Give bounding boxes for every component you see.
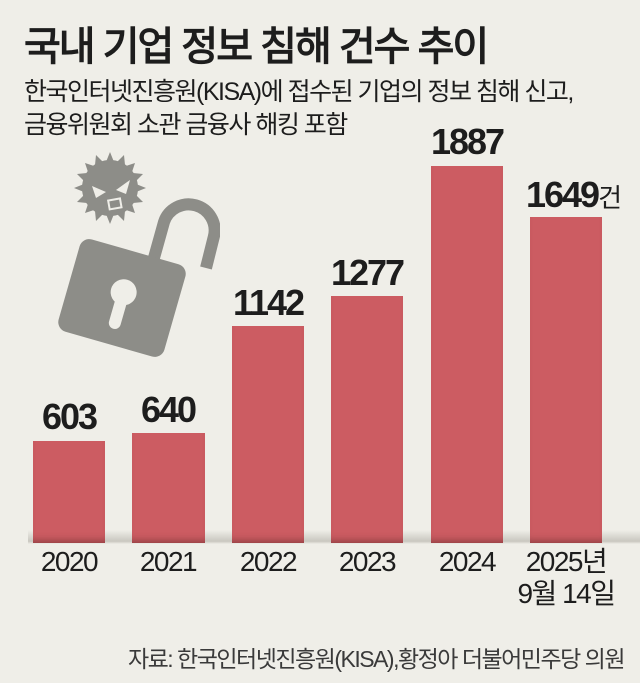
category-text: 2021: [139, 546, 198, 577]
shackle: [146, 198, 220, 270]
value-text: 1649: [525, 174, 600, 215]
chart-subtitle: 한국인터넷진흥원(KISA)에 접수된 기업의 정보 침해 신고, 금융위원회 …: [24, 76, 574, 142]
chart-title: 국내 기업 정보 침해 건수 추이: [24, 25, 489, 69]
source-note: 자료: 한국인터넷진흥원(KISA),황정아 더불어민주당 의원: [127, 646, 626, 672]
category-label-2025: 2025년 9월 14일: [506, 546, 626, 610]
bar-2023: [331, 296, 403, 543]
bar-2024: [431, 166, 503, 543]
category-text: 2022: [239, 546, 298, 577]
virus-icon: [74, 152, 146, 224]
value-label-2021: 640: [108, 389, 228, 431]
category-label-2020: 2020: [9, 546, 129, 578]
category-text: 2023: [338, 546, 397, 577]
category-text: 2020: [40, 546, 99, 577]
category-label-2022: 2022: [208, 546, 328, 578]
category-text: 2025년: [525, 546, 608, 577]
bar-2025: [530, 217, 602, 543]
category-label-2023: 2023: [307, 546, 427, 578]
value-text: 1277: [330, 252, 405, 293]
value-label-2024: 1887: [407, 121, 527, 163]
unlocked-padlock-virus-icon: [58, 152, 220, 357]
lock-body: [58, 239, 186, 357]
category-label-2021: 2021: [108, 546, 228, 578]
value-text: 1887: [430, 121, 505, 162]
bar-2021: [132, 433, 205, 543]
subtitle-line-2: 금융위원회 소관 금융사 해킹 포함: [24, 111, 348, 139]
unit-text: 건: [598, 183, 622, 213]
value-label-2023: 1277: [307, 252, 427, 294]
category-label-2024: 2024: [407, 546, 527, 578]
category-text-line-2: 9월 14일: [517, 578, 616, 609]
value-label-2025: 1649건: [514, 174, 634, 216]
value-text: 1142: [232, 282, 305, 323]
value-label-2020: 603: [9, 396, 129, 438]
bar-2022: [232, 326, 304, 543]
subtitle-line-1: 한국인터넷진흥원(KISA)에 접수된 기업의 정보 침해 신고,: [24, 78, 574, 106]
value-text: 603: [41, 396, 98, 437]
category-text: 2024: [438, 546, 497, 577]
value-label-2022: 1142: [208, 282, 328, 324]
value-text: 640: [140, 389, 197, 430]
bar-2020: [33, 441, 105, 543]
